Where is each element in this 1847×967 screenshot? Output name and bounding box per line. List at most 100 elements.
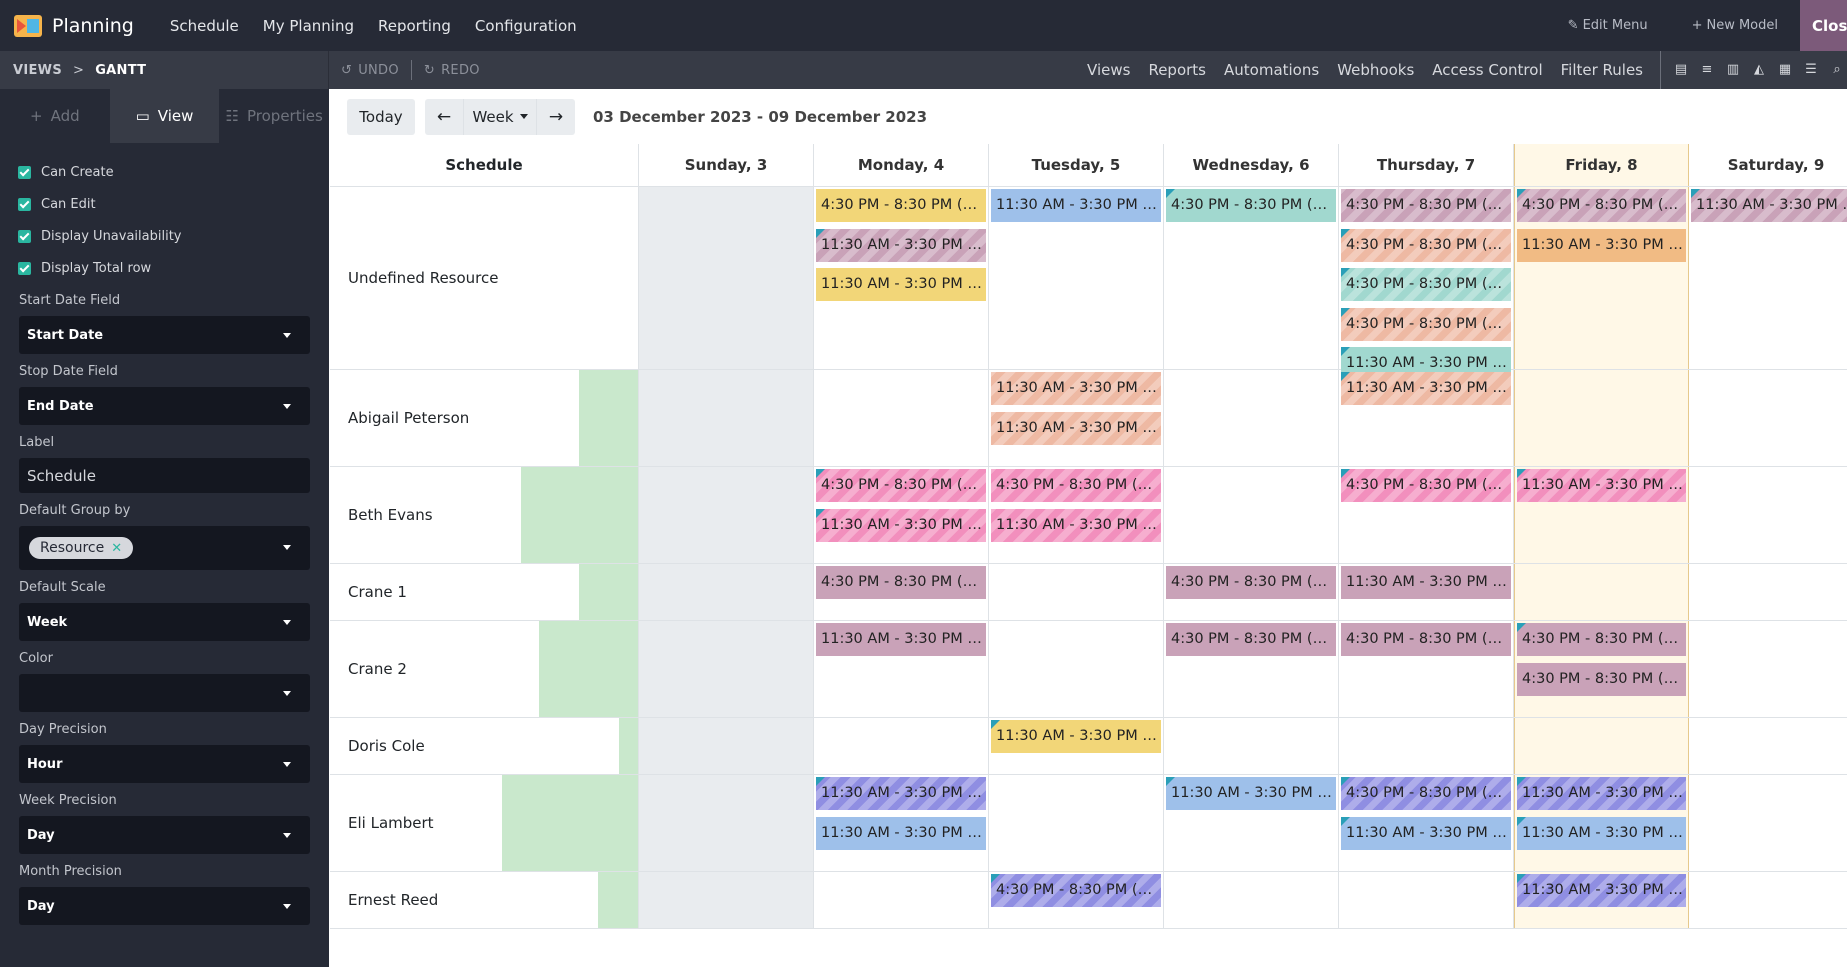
undo-button[interactable]: ↺ UNDO xyxy=(341,63,399,78)
shift-pill[interactable]: 11:30 AM - 3:30 PM (… xyxy=(816,816,986,850)
new-model-link[interactable]: + New Model xyxy=(1670,18,1800,33)
gantt-cell[interactable]: 4:30 PM - 8:30 PM (4… 11:30 AM - 3:30 PM … xyxy=(1514,187,1689,369)
app-name[interactable]: Planning xyxy=(52,14,134,37)
gantt-cell[interactable]: 11:30 AM - 3:30 PM (… 11:30 AM - 3:30 PM … xyxy=(1514,775,1689,871)
shift-pill[interactable]: 4:30 PM - 8:30 PM (3… xyxy=(991,874,1161,907)
menu-configuration[interactable]: Configuration xyxy=(474,16,577,35)
shift-pill[interactable]: 4:30 PM - 8:30 PM (3… xyxy=(816,566,986,599)
shift-pill[interactable]: 11:30 AM - 3:30 PM (… xyxy=(1341,816,1511,850)
graph-view-icon[interactable]: ◭ xyxy=(1754,62,1764,77)
gantt-cell[interactable]: 11:30 AM - 3:30 PM (… 11:30 AM - 3:30 PM … xyxy=(814,775,989,871)
shift-pill[interactable]: 4:30 PM - 8:30 PM (3… xyxy=(1341,469,1511,502)
gantt-cell[interactable]: 4:30 PM - 8:30 PM (3… xyxy=(1339,467,1514,563)
gantt-cell[interactable] xyxy=(1164,718,1339,774)
gantt-cell[interactable]: 4:30 PM - 8:30 PM (3… xyxy=(1164,564,1339,620)
tab-access-control[interactable]: Access Control xyxy=(1432,61,1543,79)
shift-pill[interactable]: 4:30 PM - 8:30 PM (4… xyxy=(1166,189,1336,222)
shift-pill[interactable]: 11:30 AM - 3:30 PM (… xyxy=(1166,777,1336,810)
gantt-cell[interactable] xyxy=(1689,872,1847,928)
shift-pill[interactable]: 11:30 AM - 3:30 PM (… xyxy=(1691,189,1847,222)
gantt-view-icon[interactable]: ☰ xyxy=(1805,62,1817,77)
shift-pill[interactable]: 4:30 PM - 8:30 PM (3… xyxy=(816,469,986,502)
gantt-cell[interactable]: 4:30 PM - 8:30 PM (3… xyxy=(989,872,1164,928)
checkbox-checked-icon[interactable] xyxy=(18,165,31,179)
gantt-cell[interactable]: 11:30 AM - 3:30 PM (… xyxy=(1339,564,1514,620)
gantt-cell[interactable]: 4:30 PM - 8:30 PM (4… 4:30 PM - 8:30 PM (… xyxy=(1339,187,1514,380)
gantt-cell[interactable] xyxy=(989,621,1164,717)
gantt-cell[interactable] xyxy=(1689,621,1847,717)
shift-pill[interactable]: 4:30 PM - 8:30 PM (4… xyxy=(1341,228,1511,262)
app-logo[interactable]: Planning xyxy=(14,14,148,37)
gantt-cell[interactable]: 4:30 PM - 8:30 PM (3… xyxy=(1164,621,1339,717)
gantt-cell[interactable] xyxy=(1164,872,1339,928)
gantt-cell[interactable]: 4:30 PM - 8:30 PM (3… xyxy=(1339,621,1514,717)
tab-automations[interactable]: Automations xyxy=(1224,61,1320,79)
shift-pill[interactable]: 11:30 AM - 3:30 PM (… xyxy=(1341,566,1511,599)
gantt-cell[interactable]: 4:30 PM - 8:30 PM (3… 11:30 AM - 3:30 PM … xyxy=(989,467,1164,563)
breadcrumb-views[interactable]: VIEWS xyxy=(13,62,62,78)
search-view-icon[interactable]: ⌕ xyxy=(1833,62,1841,77)
tab-views[interactable]: Views xyxy=(1087,61,1131,79)
resource-row-label[interactable]: Undefined Resource xyxy=(330,187,639,369)
shift-pill[interactable]: 11:30 AM - 3:30 PM (… xyxy=(991,189,1161,222)
gantt-cell[interactable]: 11:30 AM - 3:30 PM (… xyxy=(1164,775,1339,871)
gantt-cell[interactable]: 4:30 PM - 8:30 PM (3… 11:30 AM - 3:30 PM … xyxy=(1339,775,1514,871)
shift-pill[interactable]: 4:30 PM - 8:30 PM (3… xyxy=(1341,777,1511,810)
gantt-cell[interactable] xyxy=(639,564,814,620)
can-create-checkbox[interactable]: Can Create xyxy=(18,156,311,188)
shift-pill[interactable]: 11:30 AM - 3:30 PM (… xyxy=(816,623,986,656)
gantt-cell[interactable]: 11:30 AM - 3:30 PM (… xyxy=(1514,872,1689,928)
gantt-cell[interactable] xyxy=(1689,775,1847,871)
shift-pill[interactable]: 4:30 PM - 8:30 PM (4… xyxy=(1341,307,1511,341)
next-button[interactable]: → xyxy=(537,98,575,135)
close-studio-button[interactable]: Close xyxy=(1800,0,1847,51)
pivot-view-icon[interactable]: ▦ xyxy=(1778,62,1792,77)
shift-pill[interactable]: 4:30 PM - 8:30 PM (3… xyxy=(1166,566,1336,599)
resource-row-label[interactable]: Eli Lambert xyxy=(330,775,639,871)
gantt-cell[interactable] xyxy=(639,872,814,928)
gantt-cell[interactable] xyxy=(1339,718,1514,774)
gantt-cell[interactable] xyxy=(639,775,814,871)
shift-pill[interactable]: 11:30 AM - 3:30 PM (… xyxy=(1341,372,1511,405)
gantt-cell[interactable] xyxy=(1689,718,1847,774)
gantt-cell[interactable]: 4:30 PM - 8:30 PM (2… 11:30 AM - 3:30 PM … xyxy=(814,187,989,369)
gantt-cell[interactable] xyxy=(814,370,989,466)
shift-pill[interactable]: 11:30 AM - 3:30 PM (… xyxy=(816,228,986,262)
remove-tag-icon[interactable]: ✕ xyxy=(111,540,123,556)
menu-schedule[interactable]: Schedule xyxy=(169,16,239,35)
display-unavailability-checkbox[interactable]: Display Unavailability xyxy=(18,220,311,252)
resource-row-label[interactable]: Beth Evans xyxy=(330,467,639,563)
display-total-row-checkbox[interactable]: Display Total row xyxy=(18,252,311,284)
menu-my-planning[interactable]: My Planning xyxy=(262,16,354,35)
gantt-cell[interactable]: 11:30 AM - 3:30 PM (… xyxy=(989,187,1164,369)
shift-pill[interactable]: 11:30 AM - 3:30 PM (… xyxy=(1517,777,1686,810)
shift-pill[interactable]: 4:30 PM - 8:30 PM (3… xyxy=(1517,623,1686,656)
gantt-cell[interactable] xyxy=(639,370,814,466)
group-by-select[interactable]: Resource ✕ xyxy=(19,526,310,570)
tab-reports[interactable]: Reports xyxy=(1148,61,1206,79)
gantt-cell[interactable] xyxy=(639,467,814,563)
shift-pill[interactable]: 11:30 AM - 3:30 PM (… xyxy=(1517,816,1686,850)
gantt-cell[interactable]: 4:30 PM - 8:30 PM (3… 4:30 PM - 8:30 PM (… xyxy=(1514,621,1689,717)
can-edit-checkbox[interactable]: Can Edit xyxy=(18,188,311,220)
label-input[interactable]: Schedule xyxy=(19,458,310,493)
previous-button[interactable]: ← xyxy=(425,98,463,135)
shift-pill[interactable]: 4:30 PM - 8:30 PM (3… xyxy=(1517,662,1686,696)
gantt-cell[interactable] xyxy=(639,621,814,717)
gantt-cell[interactable]: 11:30 AM - 3:30 PM (… xyxy=(1689,187,1847,369)
gantt-cell[interactable] xyxy=(1514,718,1689,774)
gantt-cell[interactable] xyxy=(814,718,989,774)
shift-pill[interactable]: 11:30 AM - 3:30 PM (… xyxy=(816,268,986,301)
gantt-cell[interactable]: 11:30 AM - 3:30 PM (… 11:30 AM - 3:30 PM … xyxy=(989,370,1164,466)
shift-pill[interactable]: 11:30 AM - 3:30 PM (… xyxy=(991,372,1161,405)
gantt-cell[interactable] xyxy=(1689,467,1847,563)
shift-pill[interactable]: 4:30 PM - 8:30 PM (4… xyxy=(1341,189,1511,222)
gantt-cell[interactable] xyxy=(639,187,814,369)
shift-pill[interactable]: 4:30 PM - 8:30 PM (3… xyxy=(991,469,1161,502)
scale-dropdown[interactable]: Week xyxy=(463,98,537,135)
redo-button[interactable]: ↻ REDO xyxy=(424,63,480,78)
gantt-cell[interactable] xyxy=(1514,564,1689,620)
gantt-cell[interactable] xyxy=(1339,872,1514,928)
gantt-cell[interactable]: 11:30 AM - 3:30 PM (… xyxy=(989,718,1164,774)
checkbox-checked-icon[interactable] xyxy=(18,197,31,211)
